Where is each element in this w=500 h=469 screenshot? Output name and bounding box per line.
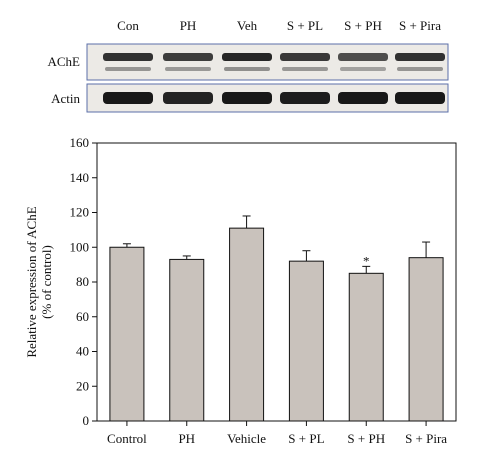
x-tick-label: S + PL [288,431,324,446]
ache-band [163,53,213,61]
ache-lower-band [340,67,386,71]
bar [229,227,265,422]
western-blot-panel: Con PH Veh S + PL S + PH S + Pira AChE Actin [48,18,449,113]
lane-labels: Con PH Veh S + PL S + PH S + Pira [117,18,441,33]
bar-chart: 0 20 40 60 80 100 120 140 160 * Control PH Vehicle… [24,135,457,446]
bar [348,272,384,422]
y-tick-label: 140 [70,170,90,185]
y-tick-label: 0 [83,413,90,428]
y-tick-label: 100 [70,239,90,254]
y-tick-label: 80 [76,274,89,289]
x-tick-label: S + Pira [405,431,447,446]
actin-band [338,92,388,104]
bar [109,246,145,422]
actin-band [163,92,213,104]
ache-band [103,53,153,61]
lane-label: Con [117,18,139,33]
ache-lower-band [282,67,328,71]
y-tick-label: 20 [76,378,89,393]
y-axis-subtitle: (% of control) [39,245,54,319]
bar [408,257,444,422]
lane-label: S + PH [344,18,382,33]
ache-band [395,53,445,61]
lane-label: S + PL [287,18,323,33]
bars: * [109,215,444,422]
ache-lower-band [165,67,211,71]
x-tick-label: S + PH [347,431,385,446]
ache-band [280,53,330,61]
x-tick-label: PH [178,431,195,446]
x-axis-ticks: Control PH Vehicle S + PL S + PH S + Pira [107,421,447,446]
y-axis-ticks: 0 20 40 60 80 100 120 140 160 [70,135,97,428]
bar [169,258,205,422]
blot-frame-ache [86,43,449,81]
y-axis-title: Relative expression of AChE [24,206,39,357]
actin-band [280,92,330,104]
lane-label: S + Pira [399,18,441,33]
ache-band [338,53,388,61]
actin-band [222,92,272,104]
actin-band [103,92,153,104]
blot-row-label-ache: AChE [48,54,81,69]
significance-marker: * [363,253,370,268]
y-tick-label: 40 [76,344,89,359]
plot-frame [96,142,457,422]
lane-label: PH [180,18,197,33]
y-tick-label: 60 [76,309,89,324]
x-tick-label: Vehicle [227,431,266,446]
y-tick-label: 120 [70,205,90,220]
ache-lower-band [224,67,270,71]
blot-row-label-actin: Actin [51,91,80,106]
x-tick-label: Control [107,431,147,446]
ache-band [222,53,272,61]
actin-band [395,92,445,104]
lane-label: Veh [237,18,258,33]
ache-lower-band [397,67,443,71]
ache-lower-band [105,67,151,71]
y-tick-label: 160 [70,135,90,150]
blot-bands [103,53,445,104]
bar [288,260,324,422]
